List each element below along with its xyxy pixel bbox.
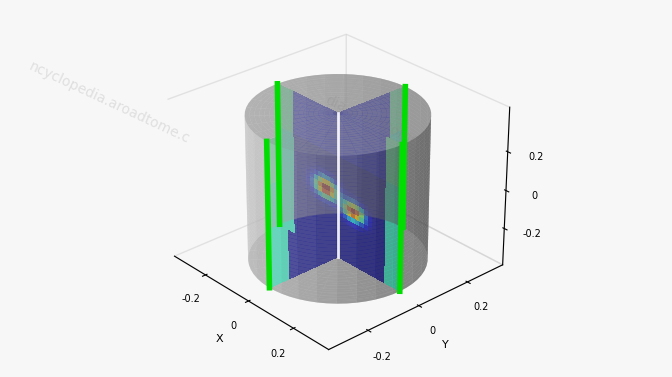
Text: dia.aroadtome.c: dia.aroadtome.c: [323, 93, 431, 154]
Text: ncyclopedia.aroadtome.c: ncyclopedia.aroadtome.c: [27, 59, 192, 146]
Y-axis label: Y: Y: [442, 340, 448, 351]
X-axis label: X: X: [216, 334, 223, 344]
